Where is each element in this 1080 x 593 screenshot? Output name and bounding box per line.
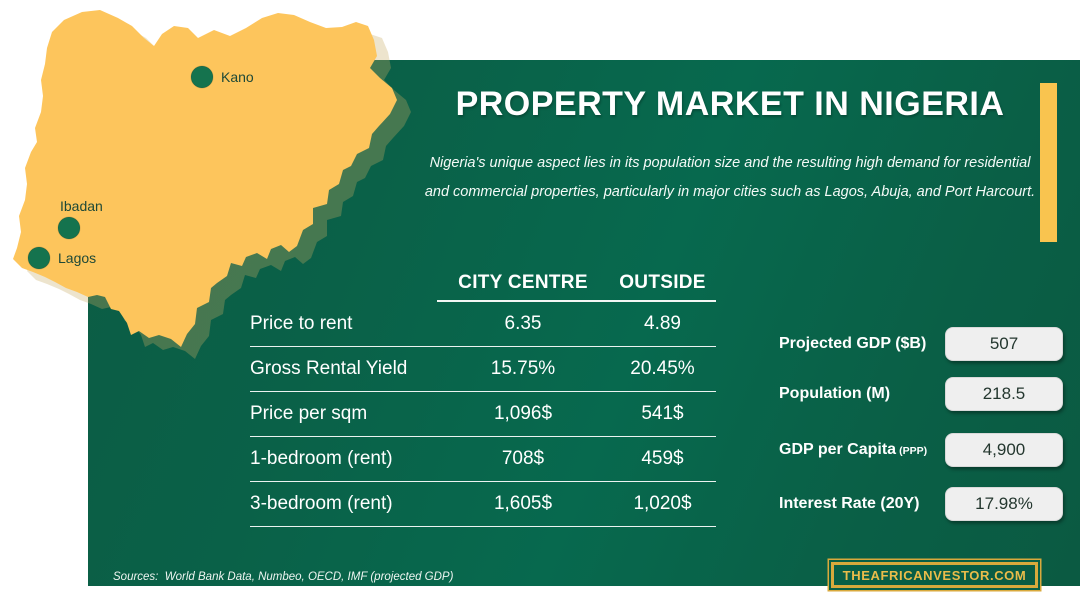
subtitle: Nigeria's unique aspect lies in its popu… <box>405 149 1055 206</box>
stat-row-gdp-per-capita: GDP per Capita (PPP) 4,900 <box>779 433 1063 467</box>
website-badge[interactable]: THEAFRICANVESTOR.COM <box>831 562 1038 588</box>
row-value-outside: 20.45% <box>630 358 695 379</box>
sources-text: Sources: World Bank Data, Numbeo, OECD, … <box>113 571 454 583</box>
city-label-kano: Kano <box>221 69 254 85</box>
stat-row-interest-rate: Interest Rate (20Y) 17.98% <box>779 487 1063 521</box>
city-label-lagos: Lagos <box>58 250 96 266</box>
table-row: Price to rent 6.35 4.89 <box>250 302 716 347</box>
row-value-city-centre: 1,605$ <box>493 493 553 514</box>
stat-value-box: 507 <box>945 327 1063 361</box>
stat-label: GDP per Capita (PPP) <box>779 441 928 458</box>
table-header-city-centre: CITY CENTRE <box>458 272 588 293</box>
page-title: PROPERTY MARKET IN NIGERIA <box>455 85 1005 123</box>
table-row: Price per sqm 1,096$ 541$ <box>250 392 716 437</box>
row-value-city-centre: 708$ <box>501 448 545 469</box>
row-label: Price per sqm <box>250 403 368 424</box>
city-marker-kano <box>190 65 214 89</box>
stat-row-population: Population (M) 218.5 <box>779 377 1063 411</box>
stat-label: Interest Rate (20Y) <box>779 495 920 512</box>
stat-label: Projected GDP ($B) <box>779 335 927 352</box>
stat-value-box: 4,900 <box>945 433 1063 467</box>
property-table: CITY CENTRE OUTSIDE Price to rent 6.35 4… <box>250 266 716 527</box>
stat-label: Population (M) <box>779 385 891 402</box>
nigeria-map: Kano Ibadan Lagos <box>0 0 440 370</box>
city-marker-ibadan <box>57 216 81 240</box>
row-value-outside: 459$ <box>641 448 684 469</box>
stat-row-projected-gdp: Projected GDP ($B) 507 <box>779 327 1063 361</box>
row-value-outside: 541$ <box>641 403 684 424</box>
nigeria-map-svg: Kano Ibadan Lagos <box>13 10 411 359</box>
nigeria-map-shape <box>13 10 397 347</box>
accent-bar <box>1040 83 1057 242</box>
city-marker-lagos <box>27 246 51 270</box>
row-label: Gross Rental Yield <box>250 358 408 379</box>
header-block: PROPERTY MARKET IN NIGERIA Nigeria's uni… <box>405 84 1055 206</box>
stat-value-box: 17.98% <box>945 487 1063 521</box>
table-header-rule <box>437 300 716 302</box>
row-label: Price to rent <box>250 313 353 334</box>
row-label: 1-bedroom (rent) <box>250 448 393 469</box>
table-row: 3-bedroom (rent) 1,605$ 1,020$ <box>250 482 716 527</box>
row-value-outside: 1,020$ <box>633 493 692 514</box>
table-row: 1-bedroom (rent) 708$ 459$ <box>250 437 716 482</box>
row-value-city-centre: 15.75% <box>490 358 556 379</box>
subtitle-line-1: Nigeria's unique aspect lies in its popu… <box>429 155 1031 171</box>
row-value-city-centre: 6.35 <box>504 313 542 334</box>
table-row: Gross Rental Yield 15.75% 20.45% <box>250 347 716 392</box>
table-header-row: CITY CENTRE OUTSIDE <box>250 266 716 300</box>
row-label: 3-bedroom (rent) <box>250 493 393 514</box>
row-value-outside: 4.89 <box>644 313 681 334</box>
city-label-ibadan: Ibadan <box>60 198 103 214</box>
row-value-city-centre: 1,096$ <box>493 403 553 424</box>
stat-value-box: 218.5 <box>945 377 1063 411</box>
subtitle-line-2: and commercial properties, particularly … <box>424 183 1036 200</box>
table-header-outside: OUTSIDE <box>619 272 706 293</box>
